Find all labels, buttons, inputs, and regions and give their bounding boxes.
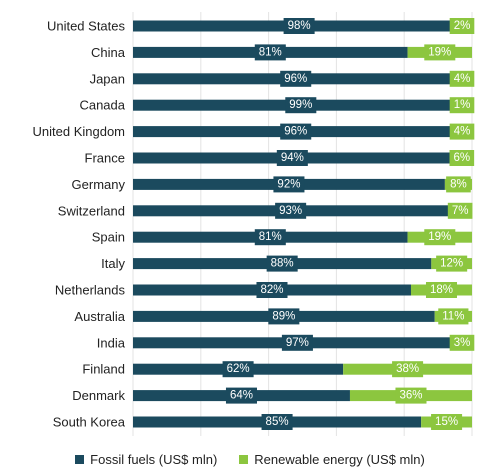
value-label-renewable-box <box>436 255 468 272</box>
category-label: Denmark <box>72 388 125 403</box>
value-label-fossil-box <box>280 70 312 87</box>
category-label: United Kingdom <box>33 124 126 139</box>
value-label-renewable: 4% <box>454 126 471 138</box>
value-label-fossil-box <box>275 202 307 219</box>
category-label: South Korea <box>53 415 126 430</box>
value-label-renewable-box <box>424 229 456 246</box>
value-label-fossil: 96% <box>284 73 307 85</box>
value-label-renewable: 1% <box>454 99 471 111</box>
legend-label-fossil: Fossil fuels (US$ mln) <box>90 451 218 467</box>
value-label-renewable: 4% <box>454 73 471 85</box>
value-label-renewable: 18% <box>430 284 453 296</box>
value-label-fossil: 89% <box>272 310 295 322</box>
value-label-renewable: 8% <box>450 178 467 190</box>
value-label-fossil-box <box>261 414 293 430</box>
category-label: Australia <box>74 309 125 324</box>
category-label: Italy <box>101 256 125 271</box>
value-label-renewable: 19% <box>428 46 451 58</box>
value-label-fossil: 94% <box>281 152 304 164</box>
category-label: India <box>97 335 126 350</box>
stacked-bar-chart: United States China Japan Canada United King… <box>33 12 475 436</box>
value-label-fossil: 85% <box>266 416 289 428</box>
value-label-fossil-box <box>266 255 298 272</box>
value-label-renewable-box <box>447 202 473 219</box>
value-label-renewable: 15% <box>435 416 458 428</box>
value-label-renewable: 2% <box>454 20 471 32</box>
value-label-renewable-box <box>425 282 458 298</box>
value-label-fossil: 93% <box>279 205 302 217</box>
value-label-renewable-box <box>438 308 469 325</box>
value-label-renewable-box <box>395 387 427 404</box>
value-label-fossil: 98% <box>288 20 311 32</box>
value-label-fossil-box <box>268 308 300 325</box>
value-label-renewable-box <box>424 44 456 61</box>
value-label-fossil: 81% <box>259 46 282 58</box>
value-label-fossil-box <box>273 176 305 193</box>
value-label-renewable: 19% <box>428 231 451 243</box>
legend: Fossil fuels (US$ mln) Renewable energy … <box>0 448 500 470</box>
value-label-renewable: 36% <box>399 390 422 402</box>
category-label: China <box>91 45 126 60</box>
legend-swatch-fossil <box>75 454 85 464</box>
value-label-renewable: 12% <box>440 258 463 270</box>
value-label-fossil-box <box>280 123 312 140</box>
value-label-fossil-box <box>254 229 286 246</box>
value-label-renewable-box <box>449 123 475 140</box>
value-label-renewable-box <box>449 334 475 351</box>
value-labels: 98% 2% 81% 19% 96% 4% 99% 1% 96% 4% 94% 6% 92% 8% 93% 7… <box>222 18 475 430</box>
value-label-fossil-box <box>254 44 286 61</box>
legend-swatch-renewable <box>239 454 249 464</box>
value-label-renewable-box <box>392 361 424 378</box>
value-label-fossil-box <box>285 97 317 114</box>
legend-item-fossil: Fossil fuels (US$ mln) <box>75 452 217 467</box>
category-label: France <box>85 151 125 166</box>
value-label-renewable: 7% <box>452 205 469 217</box>
value-label-renewable-box <box>449 18 475 34</box>
value-label-renewable-box <box>449 97 475 114</box>
value-label-fossil: 92% <box>277 178 300 190</box>
category-label: Switzerland <box>58 203 125 218</box>
value-label-fossil-box <box>276 150 308 166</box>
legend-label-renewable: Renewable energy (US$ mln) <box>254 451 425 467</box>
legend-item-renewable: Renewable energy (US$ mln) <box>239 452 425 467</box>
value-label-renewable-box <box>446 176 471 193</box>
value-label-fossil: 97% <box>286 337 309 349</box>
category-label: Spain <box>92 230 125 245</box>
value-label-fossil: 96% <box>284 126 307 138</box>
value-label-renewable: 11% <box>442 310 464 322</box>
value-label-fossil-box <box>281 334 313 351</box>
value-label-renewable: 3% <box>454 337 471 349</box>
value-label-fossil-box <box>283 18 315 34</box>
value-label-fossil: 99% <box>289 99 312 111</box>
value-label-fossil: 82% <box>260 284 283 296</box>
value-label-fossil-box <box>222 361 254 378</box>
value-label-renewable-box <box>431 414 463 430</box>
category-label: United States <box>47 19 126 34</box>
value-label-fossil-box <box>225 387 257 404</box>
category-label: Germany <box>72 177 126 192</box>
category-label: Japan <box>90 71 125 86</box>
category-label: Canada <box>79 98 125 113</box>
value-label-fossil: 81% <box>259 231 282 243</box>
value-label-renewable-box <box>449 70 475 87</box>
value-label-fossil: 62% <box>227 363 250 375</box>
category-labels: United States China Japan Canada United King… <box>33 19 126 430</box>
category-label: Netherlands <box>55 283 126 298</box>
value-label-renewable: 38% <box>396 363 419 375</box>
value-label-fossil: 64% <box>230 390 253 402</box>
value-label-renewable-box <box>449 150 475 166</box>
category-label: Finland <box>82 362 125 377</box>
value-label-renewable: 6% <box>454 152 471 164</box>
value-label-fossil-box <box>256 282 288 298</box>
value-label-fossil: 88% <box>271 258 294 270</box>
